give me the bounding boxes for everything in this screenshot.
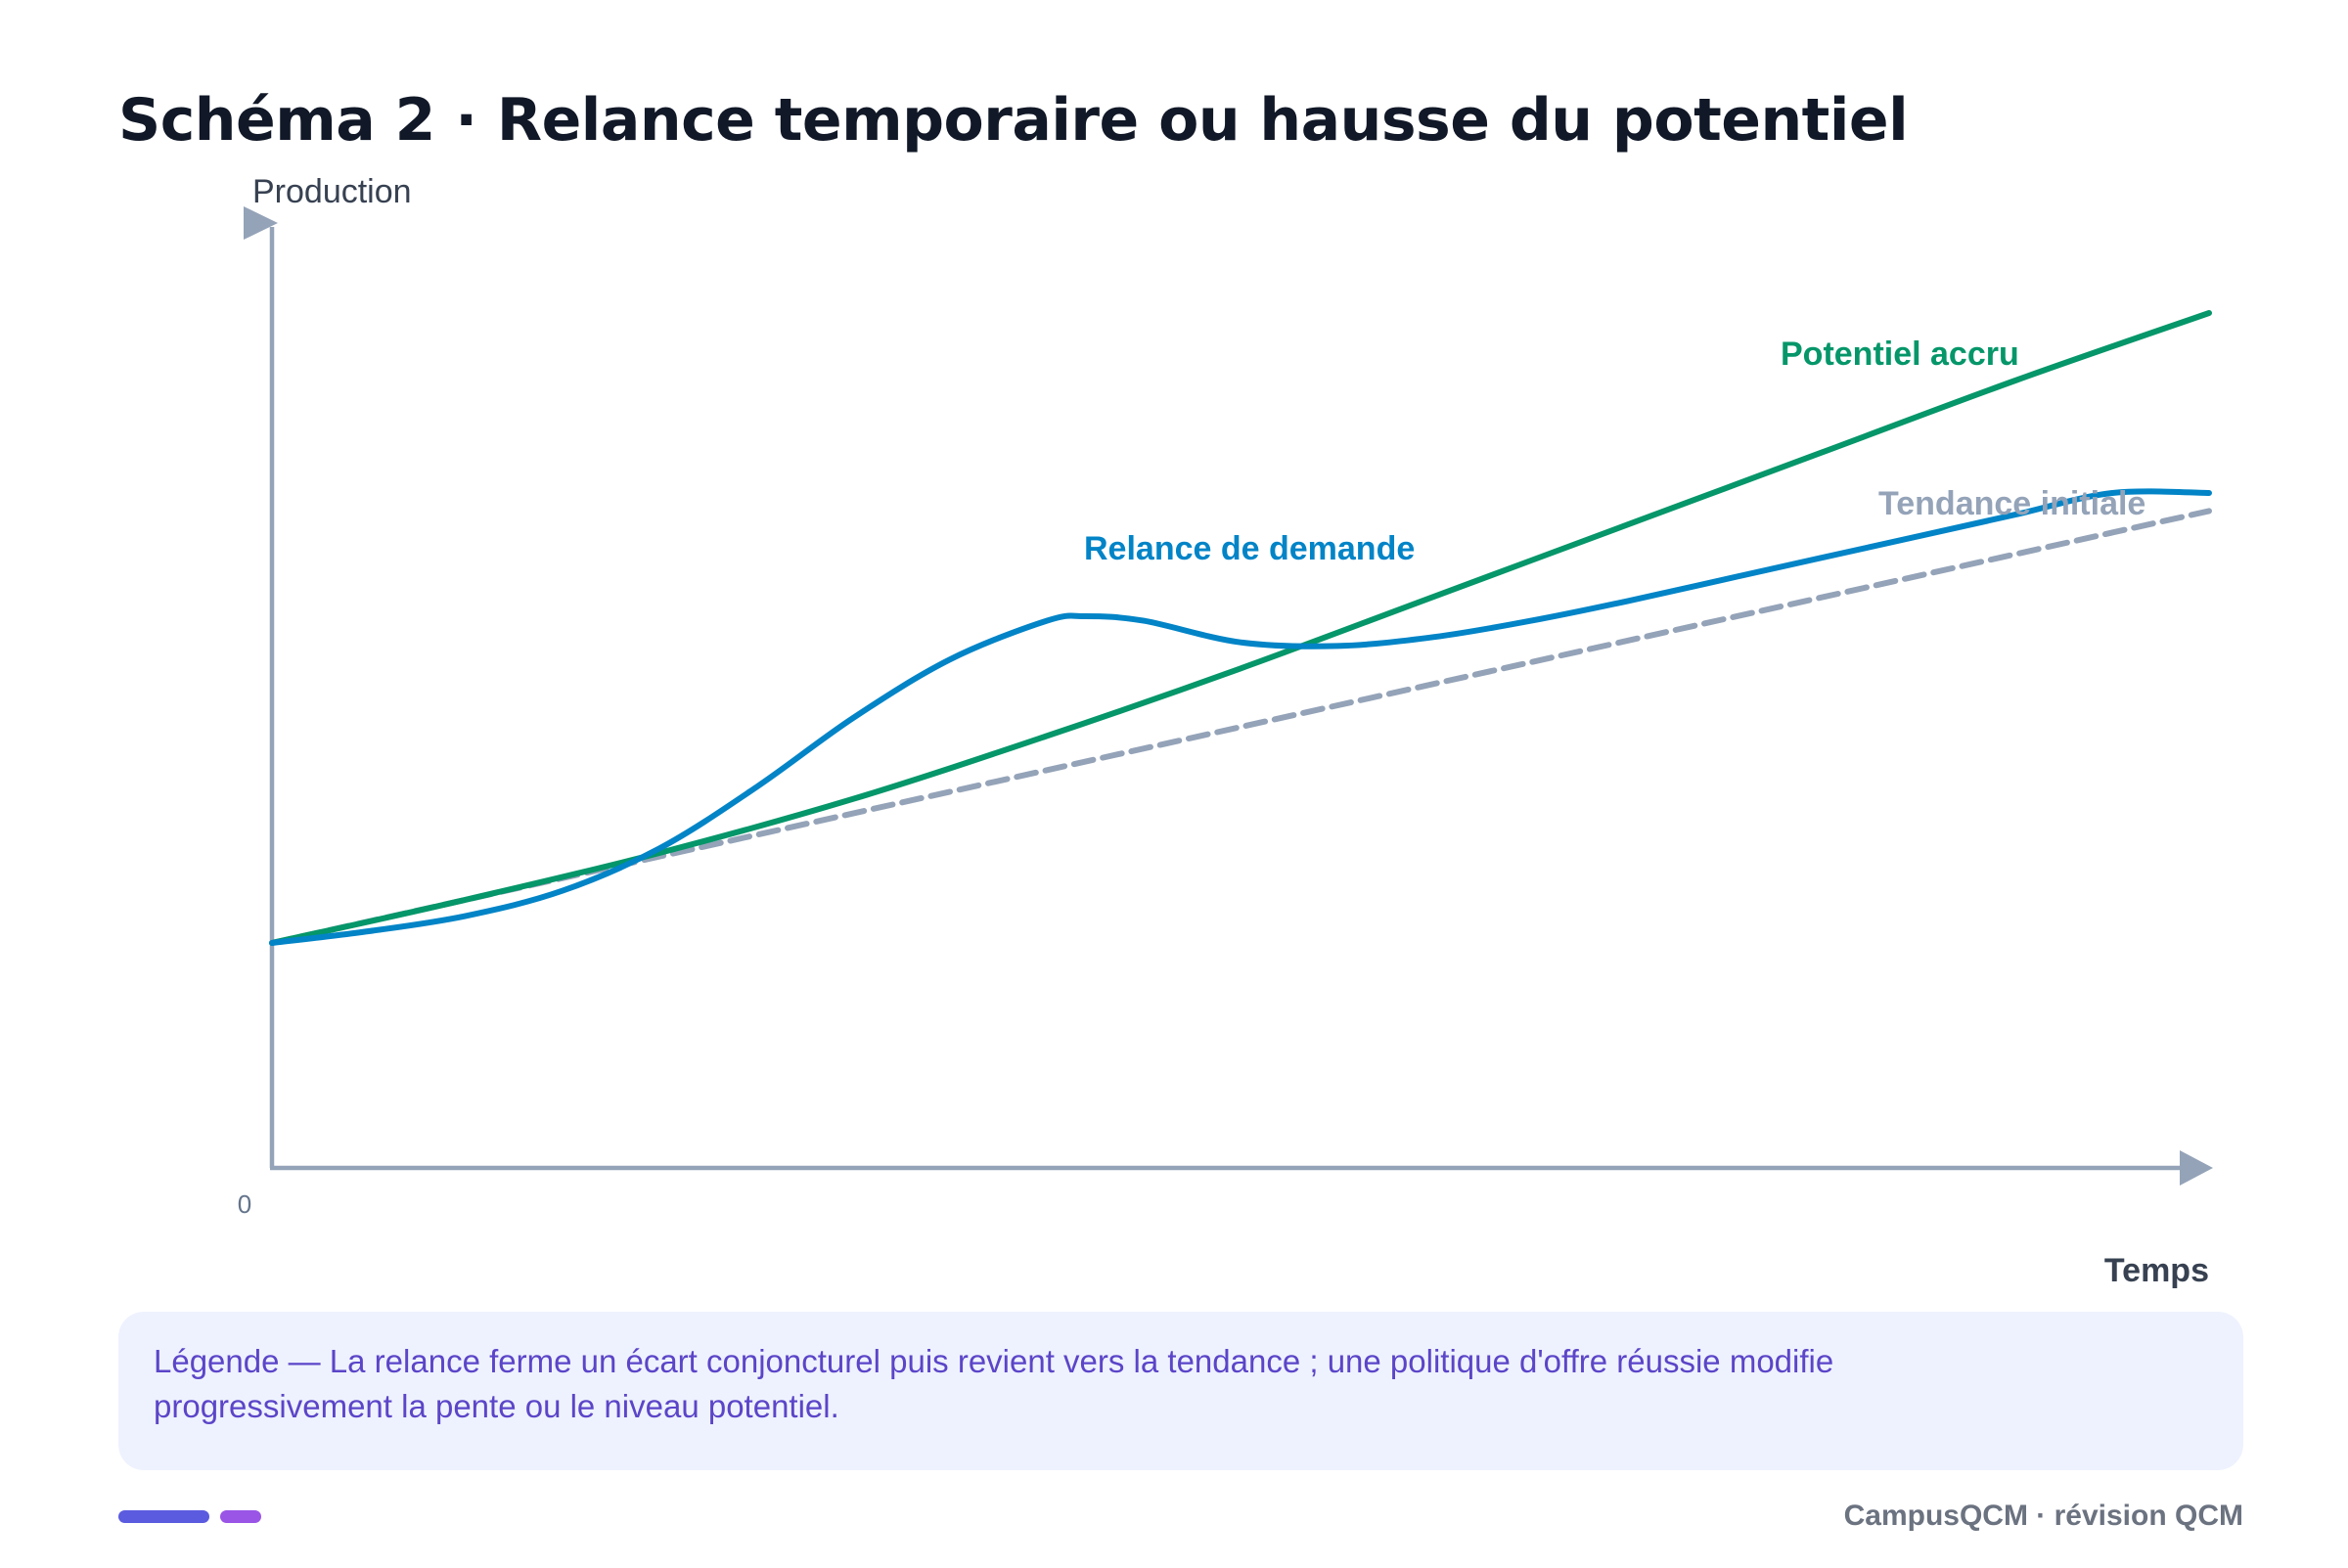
y-axis (244, 206, 278, 1168)
series-label-relance-de-demande: Relance de demande (1084, 530, 1415, 567)
series-line-potentiel-accru (269, 310, 2212, 946)
y-axis-label: Production (252, 173, 412, 210)
series-line-relance-de-demande (269, 488, 2212, 946)
x-axis (270, 1150, 2213, 1186)
series-label-tendance-initiale: Tendance initiale (1878, 485, 2145, 522)
footer-brand: CampusQCM · révision QCM (1843, 1500, 2243, 1532)
legend-note-box: Légende — La relance ferme un écart conj… (118, 1312, 2243, 1470)
x-axis-arrow-icon (2180, 1150, 2213, 1186)
legend-note-text: Légende — La relance ferme un écart conj… (154, 1343, 1834, 1424)
footer-accent-bar (118, 1510, 209, 1523)
x-axis-label: Temps (2104, 1252, 2209, 1289)
footer-accent-bar (220, 1510, 261, 1523)
series-label-potentiel-accru: Potentiel accru (1781, 336, 2019, 373)
chart: Production Temps 0 Potentiel accru Tenda… (238, 173, 2213, 1289)
y-axis-arrow-icon (244, 206, 278, 240)
origin-label: 0 (238, 1189, 251, 1219)
chart-title: Schéma 2 · Relance temporaire ou hausse … (118, 86, 1909, 155)
